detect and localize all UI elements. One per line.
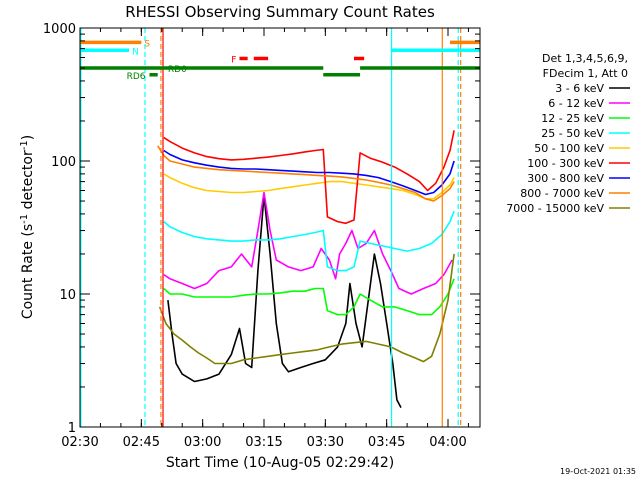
vertical-markers [80,28,462,427]
y-tick-label: 1 [68,421,76,436]
legend-label: 7000 - 15000 keV [506,202,604,215]
legend-label: 100 - 300 keV [527,157,604,170]
x-axis-label: Start Time (10-Aug-05 02:29:42) [166,455,394,471]
axis-ticks: 02:30 02:45 03:00 03:15 03:30 03:45 04:00 1 10 10… [43,22,480,450]
x-tick-label: 03:45 [368,435,405,450]
flag-label: F [231,55,236,65]
flag-label: RD0 [168,65,187,75]
y-axis-label-mid: detector [20,150,36,214]
y-tick-label: 10 [59,288,76,303]
legend-label: 3 - 6 keV [555,82,604,95]
series-line-7 [163,149,455,196]
y-tick-label: 100 [51,155,76,170]
y-axis-label-end: ) [20,135,36,140]
legend-header-line-1: Det 1,3,4,5,6,9, [542,52,628,65]
series-line-2 [163,191,453,295]
x-tick-label: 03:30 [307,435,344,450]
legend-label: 50 - 100 keV [534,142,604,155]
x-tick-label: 03:00 [184,435,221,450]
series-line-6 [163,130,455,225]
y-axis-label-sup2: -1 [19,140,30,150]
x-tick-label: 04:00 [429,435,466,450]
legend: Det 1,3,4,5,6,9, FDecim 1, Att 0 3 - 6 k… [506,52,630,215]
y-tick-label: 1000 [43,22,76,37]
series-line-4 [163,210,455,272]
legend-label: 800 - 7000 keV [520,187,604,200]
x-tick-label: 02:30 [61,435,98,450]
y-axis-label-sup1: -1 [19,214,30,224]
series-line-8 [157,145,455,202]
series-line-3 [163,278,455,316]
flag-bars: SN F RD0 RD6 [80,39,480,82]
legend-label: 25 - 50 keV [541,127,604,140]
series-line-1 [167,194,402,408]
x-tick-label: 02:45 [123,435,160,450]
series-line-9 [158,253,455,365]
legend-label: 12 - 25 keV [541,112,604,125]
legend-header-line-2: FDecim 1, Att 0 [543,67,628,80]
y-axis-label: Count Rate (s-1 detector-1) [19,135,36,319]
flag-label: RD6 [127,72,146,82]
legend-label: 6 - 12 keV [548,97,604,110]
chart-title: RHESSI Observing Summary Count Rates [125,3,435,21]
legend-label: 300 - 800 keV [527,172,604,185]
flag-label: N [132,47,139,57]
flag-label: S [144,39,150,49]
y-axis-label-main: Count Rate (s [20,224,36,319]
footer-timestamp: 19-Oct-2021 01:35 [560,467,636,476]
plot-frame [79,27,481,428]
x-tick-label: 03:15 [245,435,282,450]
series-layer [157,130,455,408]
